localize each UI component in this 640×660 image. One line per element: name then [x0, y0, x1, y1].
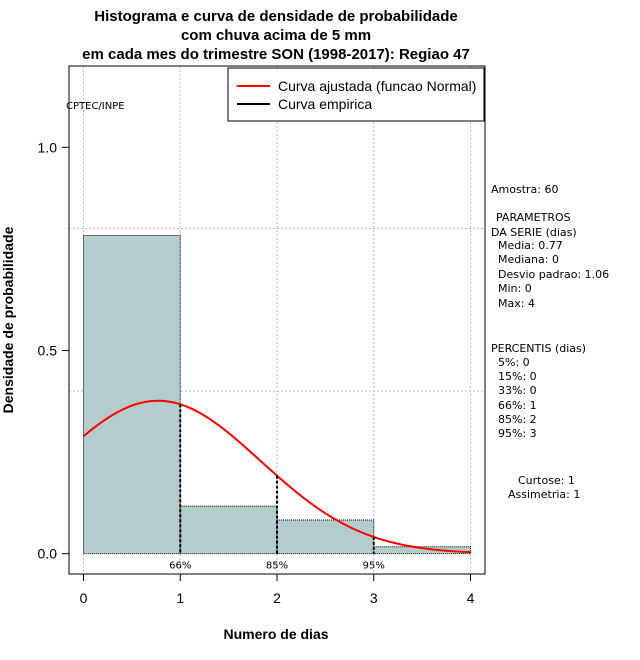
stat-amostra: Amostra: 60	[491, 183, 558, 196]
y-tick-label-2: 1.0	[38, 139, 58, 155]
stat-p5: 5%: 0	[498, 356, 530, 369]
legend: Curva ajustada (funcao Normal) Curva emp…	[227, 67, 485, 122]
y-tick-label-1: 0.5	[38, 342, 58, 358]
chart-title-line-1: Histograma e curva de densidade de proba…	[94, 8, 457, 25]
stat-p33: 33%: 0	[498, 384, 537, 397]
stat-media: Media: 0.77	[498, 239, 563, 252]
chart-title-line-3: em cada mes do trimestre SON (1998-2017)…	[82, 46, 470, 63]
stat-p15: 15%: 0	[498, 370, 537, 383]
legend-box	[227, 67, 485, 122]
histogram-bars	[83, 234, 471, 555]
histogram-bar-0	[83, 234, 181, 555]
y-axis-title: Densidade de probabilidade	[0, 226, 16, 413]
stat-curtose: Curtose: 1	[518, 474, 575, 487]
stat-param-header-2: DA SERIE (dias)	[491, 226, 577, 239]
percentile-marker-label-2: 95%	[363, 561, 385, 572]
stat-p95: 95%: 3	[498, 427, 537, 440]
histogram-bar-1	[179, 505, 278, 555]
stat-percentis-header: PERCENTIS (dias)	[491, 342, 586, 355]
histogram-bar-3	[373, 546, 471, 555]
stat-max: Max: 4	[498, 297, 535, 310]
stat-p85: 85%: 2	[498, 413, 537, 426]
percentile-marker-label-1: 85%	[266, 561, 288, 572]
y-tick-label-0: 0.0	[38, 546, 58, 562]
stat-min: Min: 0	[498, 282, 532, 295]
x-tick-label-0: 0	[80, 590, 88, 606]
x-tick-label-2: 2	[273, 590, 281, 606]
stat-assimetria: Assimetria: 1	[508, 488, 580, 501]
x-tick-label-3: 3	[370, 590, 378, 606]
stat-desvio: Desvio padrao: 1.06	[498, 268, 609, 281]
x-tick-label-4: 4	[467, 590, 475, 606]
axes: 0 1 2 3 4 0.0 0.5 1.0	[38, 139, 475, 606]
chart-title-line-2: com chuva acima de 5 mm	[181, 27, 371, 44]
legend-empirical-label: Curva empirica	[278, 96, 372, 112]
percentile-marker-label-0: 66%	[169, 561, 191, 572]
x-tick-label-1: 1	[176, 590, 184, 606]
legend-fitted-label: Curva ajustada (funcao Normal)	[278, 78, 476, 94]
stat-param-header-1: PARAMETROS	[496, 211, 571, 224]
watermark-text: CPTEC/INPE	[66, 101, 125, 112]
percentile-markers: 66% 85% 95%	[169, 404, 385, 572]
stats-panel: Amostra: 60 PARAMETROS DA SERIE (dias) M…	[491, 183, 609, 501]
stat-mediana: Mediana: 0	[498, 253, 559, 266]
histogram-bar-2	[276, 519, 375, 555]
x-axis-title: Numero de dias	[223, 626, 328, 642]
stat-p66: 66%: 1	[498, 399, 537, 412]
